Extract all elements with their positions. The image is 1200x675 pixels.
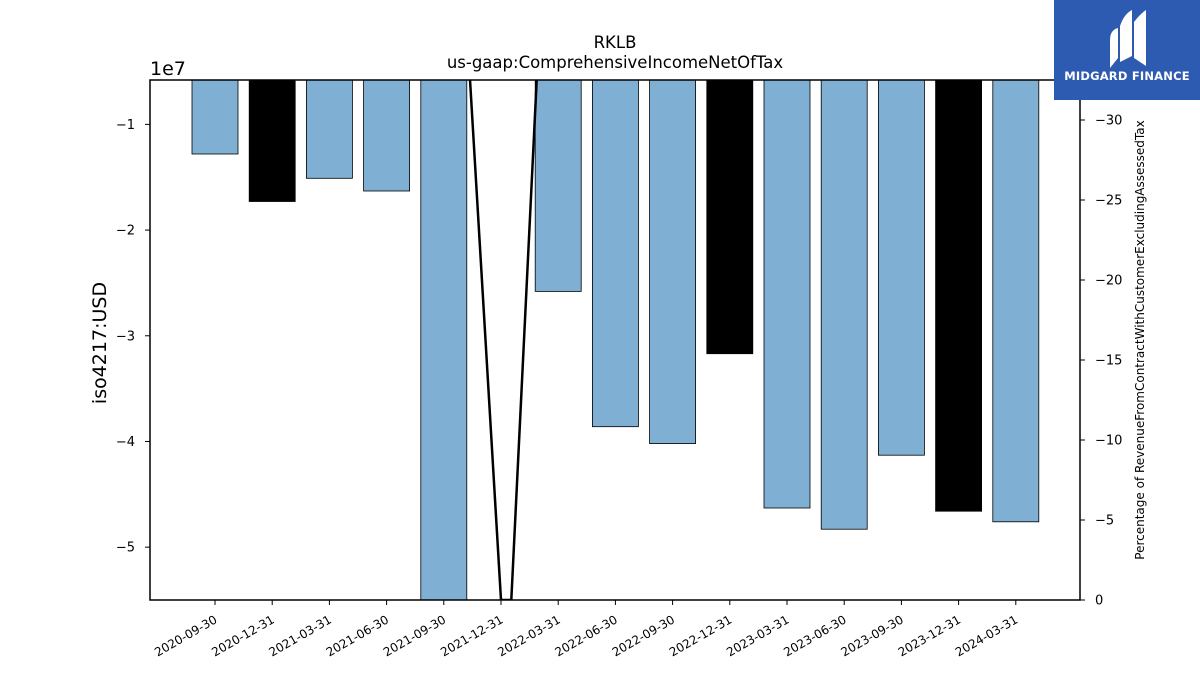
bar-2023-09-30 bbox=[878, 80, 925, 456]
bar-2022-06-30 bbox=[592, 80, 639, 428]
bar-2023-06-30 bbox=[820, 80, 868, 530]
y-tick-label: −1 bbox=[116, 118, 135, 133]
x-tick-label: 2022-03-31 bbox=[495, 612, 562, 659]
x-tick-label: 2022-09-30 bbox=[610, 612, 677, 659]
x-tick-label: 2021-12-31 bbox=[438, 612, 505, 659]
bar-2024-03-31 bbox=[992, 80, 1040, 523]
y2-tick-label: −30 bbox=[1095, 114, 1122, 129]
bar-2020-12-31 bbox=[248, 80, 296, 202]
y-tick-label: −2 bbox=[116, 224, 135, 239]
bar-2022-09-30 bbox=[649, 80, 696, 445]
bar-2023-03-31 bbox=[763, 80, 811, 509]
x-tick-label: 2023-06-30 bbox=[781, 612, 848, 659]
x-tick-label: 2021-09-30 bbox=[381, 612, 448, 659]
chart-subtitle: us-gaap:ComprehensiveIncomeNetOfTax bbox=[447, 53, 784, 72]
x-tick-label: 2021-03-31 bbox=[266, 612, 333, 659]
bar-2021-06-30 bbox=[363, 80, 411, 192]
bar-2023-12-31 bbox=[935, 80, 982, 512]
x-tick-label: 2024-03-31 bbox=[953, 612, 1020, 659]
y-axis-label: iso4217:USD bbox=[89, 282, 111, 404]
y2-tick-label: 0 bbox=[1095, 594, 1103, 609]
y2-tick-label: −5 bbox=[1095, 514, 1114, 529]
x-tick-label: 2023-12-31 bbox=[896, 612, 963, 659]
logo-text: MIDGARD FINANCE bbox=[1064, 69, 1190, 83]
bar-2022-12-31 bbox=[706, 80, 754, 355]
y-offset-label: 1e7 bbox=[150, 58, 186, 80]
y2-tick-label: −25 bbox=[1095, 194, 1122, 209]
x-tick-label: 2022-06-30 bbox=[552, 612, 619, 659]
x-tick-label: 2021-06-30 bbox=[324, 612, 391, 659]
x-tick-label: 2023-03-31 bbox=[724, 612, 791, 659]
y2-axis-label: Percentage of RevenueFromContractWithCus… bbox=[1133, 120, 1147, 559]
x-tick-label: 2023-09-30 bbox=[838, 612, 905, 659]
y-tick-label: −4 bbox=[116, 435, 135, 450]
ratio-line bbox=[468, 80, 538, 600]
bar-2020-09-30 bbox=[191, 80, 239, 155]
bar-2021-03-31 bbox=[305, 80, 353, 179]
y-tick-label: −3 bbox=[116, 329, 135, 344]
y2-tick-label: −15 bbox=[1095, 354, 1122, 369]
midgard-finance-logo: MIDGARD FINANCE bbox=[1054, 0, 1200, 100]
y2-tick-label: −20 bbox=[1095, 274, 1122, 289]
bar-2022-03-31 bbox=[534, 80, 582, 292]
x-tick-label: 2020-09-30 bbox=[152, 612, 219, 659]
y-tick-label: −5 bbox=[116, 541, 135, 556]
bar-2021-09-30 bbox=[420, 80, 468, 600]
chart-title: RKLB bbox=[594, 33, 637, 52]
y2-tick-label: −10 bbox=[1095, 434, 1122, 449]
midgard-logo-icon bbox=[1110, 10, 1146, 68]
x-tick-label: 2022-12-31 bbox=[667, 612, 734, 659]
x-tick-label: 2020-12-31 bbox=[209, 612, 276, 659]
